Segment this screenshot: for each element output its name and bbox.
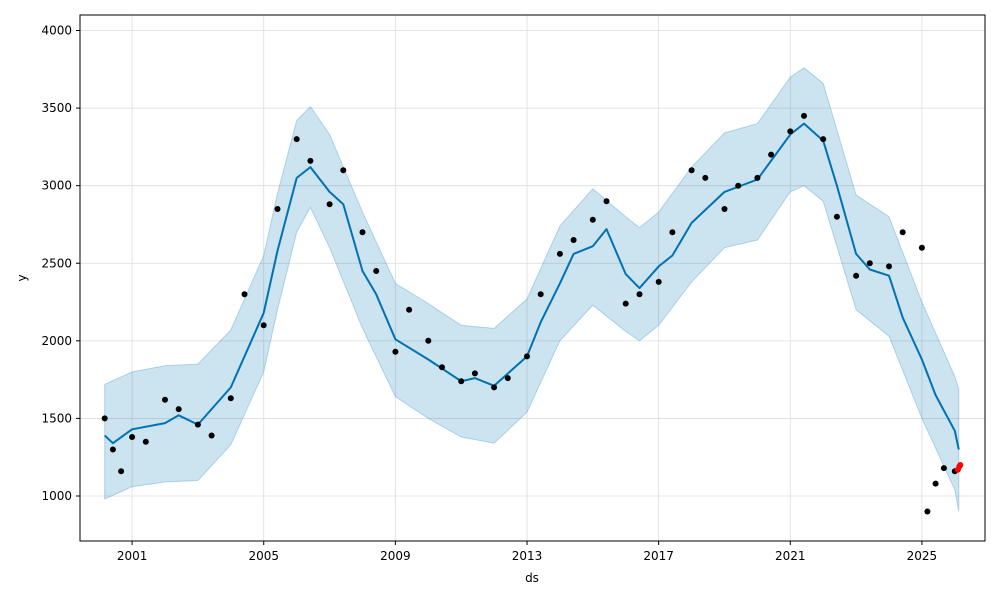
x-tick-label: 2005 [248, 549, 279, 563]
observed-point [636, 291, 643, 298]
observed-point [918, 244, 925, 251]
observed-point [326, 201, 333, 208]
observed-point [293, 136, 300, 143]
x-tick-label: 2009 [380, 549, 411, 563]
observed-point [721, 206, 728, 212]
observed-point [589, 216, 596, 223]
observed-point [109, 446, 116, 453]
observed-point [340, 167, 347, 174]
observed-point [702, 174, 709, 181]
observed-points [101, 112, 964, 515]
observed-point [622, 300, 629, 307]
observed-point [241, 291, 248, 298]
observed-point [924, 508, 931, 515]
x-tick-label: 2013 [512, 549, 543, 563]
observed-point [556, 250, 563, 257]
observed-point [655, 278, 662, 285]
observed-point [504, 375, 511, 382]
observed-point [603, 198, 610, 205]
observed-point [373, 268, 380, 274]
observed-point [570, 237, 577, 243]
observed-point [175, 406, 182, 413]
observed-point [833, 213, 840, 220]
observed-point [491, 384, 498, 391]
y-tick-label: 1500 [41, 411, 72, 425]
x-tick-label: 2025 [907, 549, 938, 563]
observed-point [142, 438, 149, 445]
observed-point [458, 378, 465, 385]
observed-point [932, 480, 939, 487]
x-tick-label: 2017 [643, 549, 674, 563]
observed-point [940, 465, 947, 472]
observed-point [735, 182, 742, 189]
forecast-line [104, 122, 960, 450]
observed-point [118, 468, 125, 475]
observed-point [439, 364, 445, 371]
y-axis-ticks: 1000 1500 2000 2500 3000 3500 4000 [41, 24, 80, 503]
observed-point [101, 415, 108, 422]
observed-point [162, 396, 168, 403]
observed-point [688, 167, 695, 174]
observed-point [866, 260, 873, 267]
observed-point [359, 229, 366, 236]
observed-point [853, 272, 860, 279]
plot-frame [79, 14, 986, 542]
observed-point [768, 151, 775, 158]
x-axis-ticks: 2001 2005 2009 2013 2017 2021 2025 [117, 541, 937, 563]
y-tick-label: 4000 [41, 24, 72, 38]
observed-point [471, 370, 478, 377]
observed-point [787, 128, 794, 135]
observed-point [208, 432, 215, 439]
x-axis-label: ds [525, 571, 539, 585]
y-tick-label: 1000 [41, 489, 72, 503]
x-tick-label: 2001 [117, 549, 148, 563]
observed-point [524, 353, 530, 360]
observed-point [801, 112, 807, 119]
y-tick-label: 2500 [41, 256, 72, 270]
observed-point [392, 348, 399, 355]
y-tick-label: 3500 [41, 101, 72, 115]
observed-point [406, 306, 413, 313]
grid [80, 15, 985, 541]
y-axis-label: y [15, 274, 29, 281]
observed-point [129, 434, 136, 440]
observed-point [274, 206, 281, 212]
observed-point [227, 395, 234, 402]
recent-point [957, 462, 964, 468]
observed-point [425, 337, 432, 344]
observed-point [754, 174, 761, 181]
forecast-line-path [104, 122, 960, 450]
y-tick-label: 2000 [41, 334, 72, 348]
observed-point [820, 136, 827, 143]
observed-point [537, 291, 544, 298]
observed-point [886, 263, 892, 270]
y-tick-label: 3000 [41, 179, 72, 193]
observed-point [194, 421, 201, 428]
observed-point [260, 322, 267, 329]
observed-point [899, 229, 906, 236]
observed-point [669, 229, 676, 236]
observed-point [307, 157, 314, 164]
x-tick-label: 2021 [775, 549, 806, 563]
